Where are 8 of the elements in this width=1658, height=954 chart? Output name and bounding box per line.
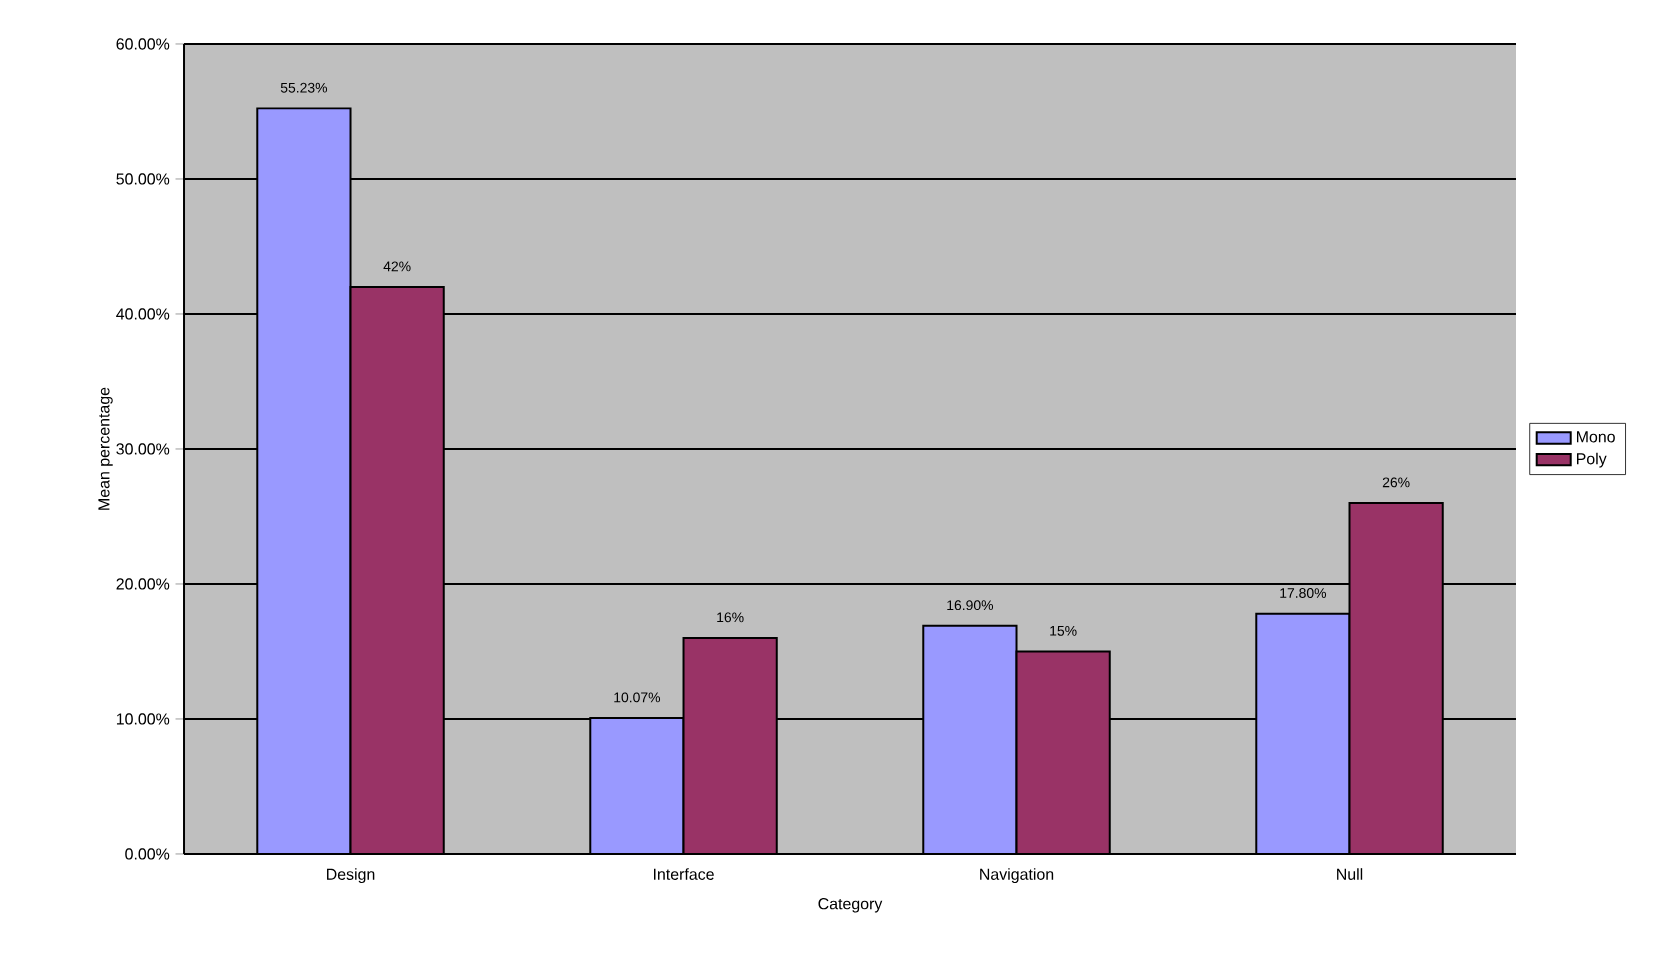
- bar: [922, 624, 1018, 854]
- bar: [256, 107, 352, 854]
- bar: [349, 285, 445, 854]
- bar: [682, 636, 778, 854]
- bar: [1015, 650, 1111, 854]
- bar: [589, 717, 685, 854]
- bar: [1255, 612, 1351, 854]
- bar: [1348, 501, 1444, 854]
